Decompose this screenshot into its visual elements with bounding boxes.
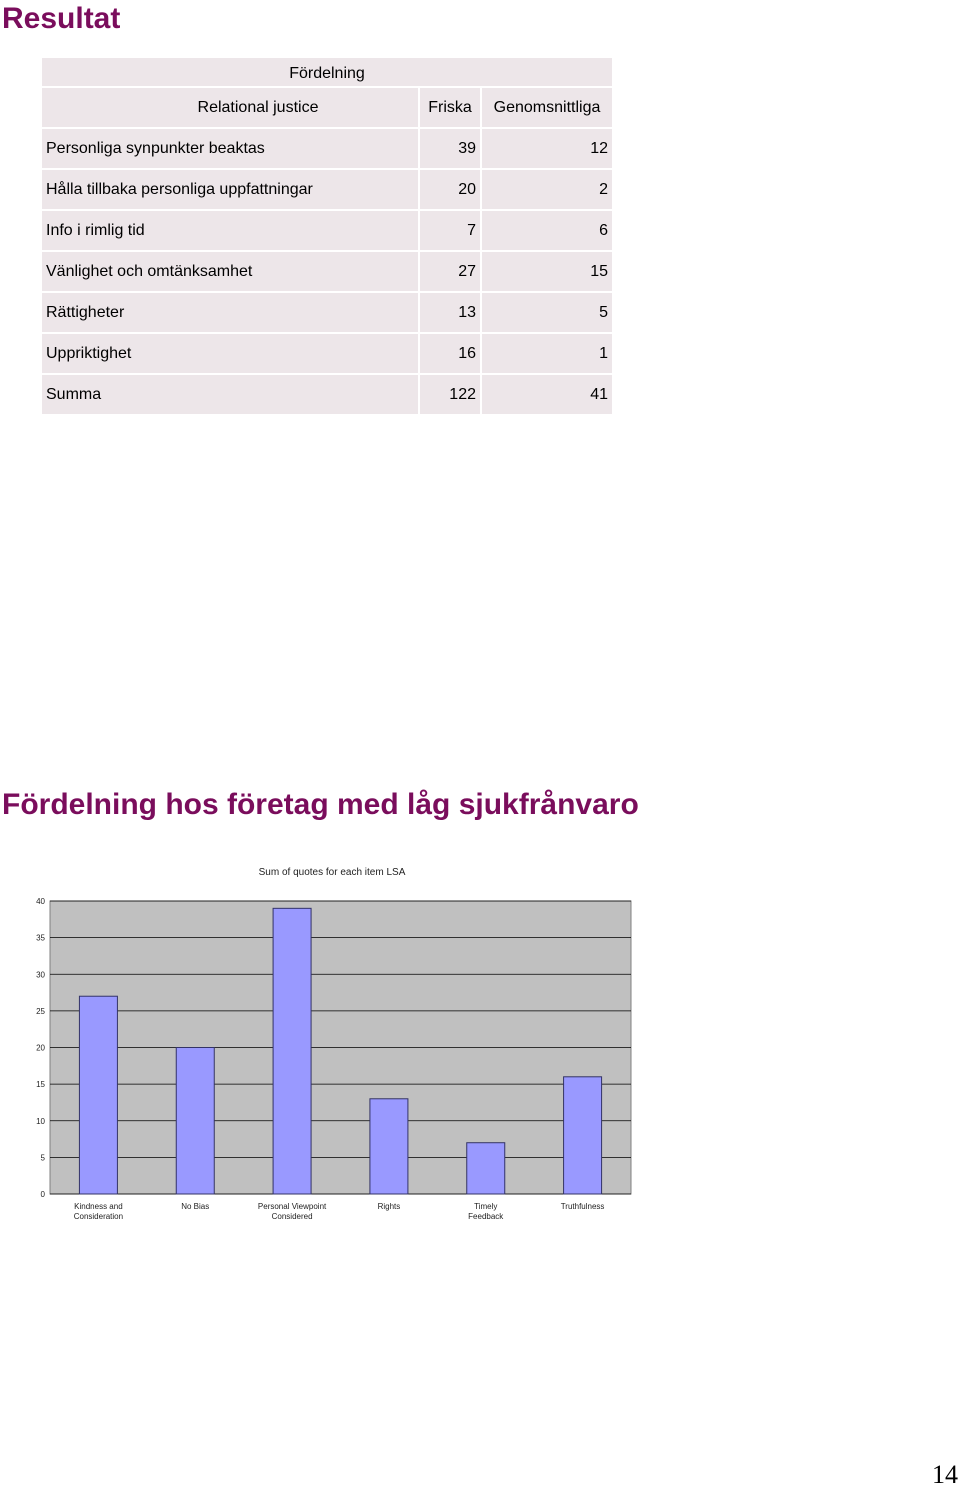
- x-tick-label: Rights: [378, 1202, 401, 1211]
- cell-genomsnittliga: 2: [482, 170, 614, 211]
- distribution-table: Fördelning Relational justice Friska Gen…: [42, 58, 614, 416]
- cell-friska: 13: [420, 293, 482, 334]
- y-tick-label: 40: [36, 897, 45, 906]
- bar: [175, 1047, 215, 1195]
- cell-genomsnittliga: 12: [482, 129, 614, 170]
- table-row: Personliga synpunkter beaktas 39 12: [42, 129, 614, 170]
- cell-friska: 122: [420, 375, 482, 416]
- column-header-genomsnittliga: Genomsnittliga: [482, 88, 614, 129]
- table-row: Info i rimlig tid 7 6: [42, 211, 614, 252]
- x-tick-label: No Bias: [181, 1202, 209, 1211]
- row-label: Personliga synpunkter beaktas: [42, 129, 420, 170]
- bar: [272, 907, 312, 1195]
- bar: [78, 995, 118, 1195]
- cell-genomsnittliga: 1: [482, 334, 614, 375]
- table-row: Hålla tillbaka personliga uppfattningar …: [42, 170, 614, 211]
- x-tick-label: Kindness and Consideration: [74, 1202, 123, 1221]
- table-row-total: Summa 122 41: [42, 375, 614, 416]
- y-tick-label: 15: [36, 1080, 45, 1089]
- table-row: Rättigheter 13 5: [42, 293, 614, 334]
- y-tick-label: 0: [41, 1190, 46, 1199]
- table-caption: Fördelning: [42, 58, 614, 88]
- y-tick-label: 20: [36, 1044, 45, 1053]
- cell-genomsnittliga: 41: [482, 375, 614, 416]
- bars: [78, 907, 603, 1195]
- cell-friska: 20: [420, 170, 482, 211]
- cell-friska: 39: [420, 129, 482, 170]
- row-label: Uppriktighet: [42, 334, 420, 375]
- section-heading-distribution: Fördelning hos företag med låg sjukfrånv…: [2, 788, 639, 821]
- gridlines: [50, 900, 631, 1195]
- y-tick-label: 5: [41, 1153, 46, 1162]
- row-label: Info i rimlig tid: [42, 211, 420, 252]
- page-heading-result: Resultat: [2, 2, 121, 35]
- row-label: Rättigheter: [42, 293, 420, 334]
- bar: [466, 1142, 506, 1195]
- page-number: 14: [932, 1460, 958, 1489]
- x-tick-label: Truthfulness: [561, 1202, 605, 1211]
- cell-genomsnittliga: 15: [482, 252, 614, 293]
- cell-genomsnittliga: 6: [482, 211, 614, 252]
- y-tick-label: 10: [36, 1117, 45, 1126]
- row-label: Hålla tillbaka personliga uppfattningar: [42, 170, 420, 211]
- table-row: Vänlighet och omtänksamhet 27 15: [42, 252, 614, 293]
- y-tick-label: 35: [36, 934, 45, 943]
- column-header-relational-justice: Relational justice: [42, 88, 420, 129]
- x-tick-label: Timely Feedback: [468, 1202, 504, 1221]
- bar-chart: Sum of quotes for each item LSA 0 5 10 15 20…: [36, 867, 632, 1221]
- chart-title: Sum of quotes for each item LSA: [259, 867, 406, 878]
- row-label: Vänlighet och omtänksamhet: [42, 252, 420, 293]
- x-tick-label: Personal Viewpoint Considered: [258, 1202, 327, 1221]
- y-tick-label: 30: [36, 970, 45, 979]
- table-row: Uppriktighet 16 1: [42, 334, 614, 375]
- y-tick-label: 25: [36, 1007, 45, 1016]
- bar: [563, 1076, 603, 1195]
- y-axis-ticks: 0 5 10 15 20 25 30 35 40: [36, 897, 45, 1199]
- cell-genomsnittliga: 5: [482, 293, 614, 334]
- bar: [369, 1098, 409, 1195]
- cell-friska: 27: [420, 252, 482, 293]
- column-header-friska: Friska: [420, 88, 482, 129]
- row-label: Summa: [42, 375, 420, 416]
- cell-friska: 7: [420, 211, 482, 252]
- x-axis-ticks: Kindness and Consideration No Bias Personal…: [74, 1202, 605, 1221]
- cell-friska: 16: [420, 334, 482, 375]
